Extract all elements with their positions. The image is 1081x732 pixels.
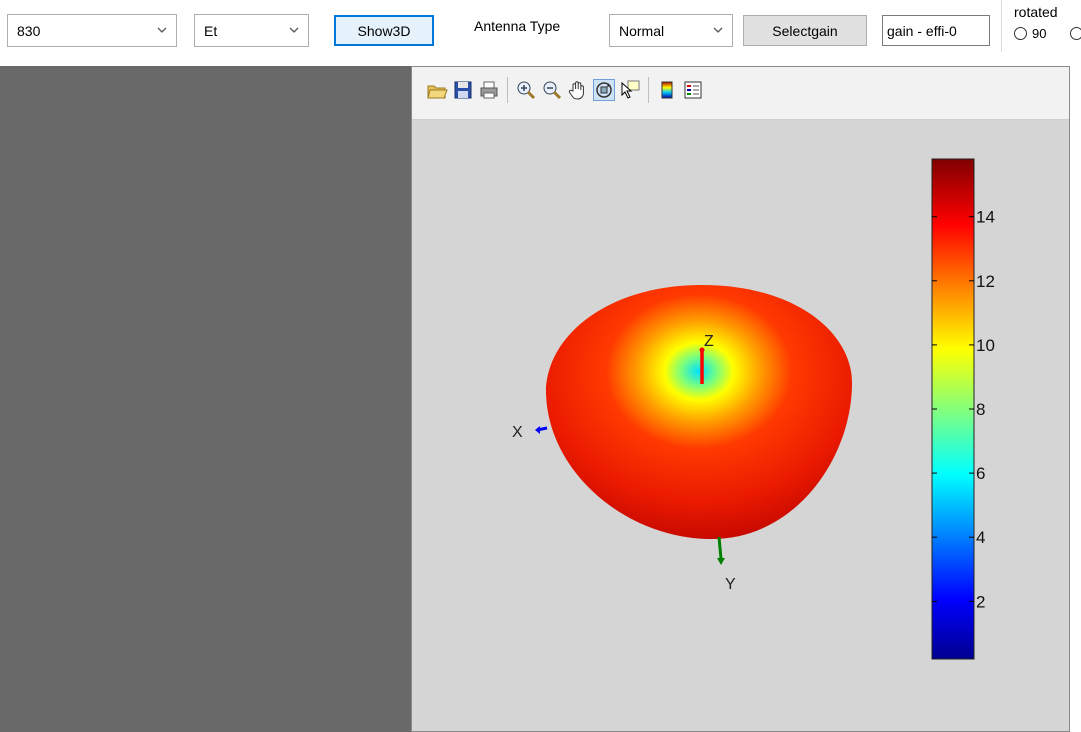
toolbar-separator xyxy=(507,77,508,103)
colorbar-tick-label: 14 xyxy=(976,208,995,227)
frequency-select[interactable]: 830 xyxy=(7,14,177,47)
gain-file-value: gain - effi-0 xyxy=(887,22,957,39)
save-icon[interactable] xyxy=(452,79,474,101)
colorbar-ticks: 2 4 6 8 10 12 14 xyxy=(932,208,995,611)
show3d-button[interactable]: Show3D xyxy=(334,15,434,46)
x-axis-label: X xyxy=(512,424,523,441)
chevron-down-icon xyxy=(713,27,723,33)
insert-colorbar-icon[interactable] xyxy=(656,79,678,101)
rotated-other-radio[interactable] xyxy=(1070,27,1081,40)
data-cursor-icon[interactable] xyxy=(619,79,641,101)
chevron-down-icon xyxy=(289,27,299,33)
antenna-type-select[interactable]: Normal xyxy=(609,14,733,47)
colorbar-tick-label: 4 xyxy=(976,528,985,547)
pan-hand-icon[interactable] xyxy=(567,79,589,101)
colorbar-tick-label: 2 xyxy=(976,592,985,611)
selectgain-label: Selectgain xyxy=(772,22,838,39)
x-axis-arrow xyxy=(535,426,548,434)
figure-toolbar xyxy=(412,67,1069,120)
field-value: Et xyxy=(204,22,218,39)
rotated-90-label: 90 xyxy=(1032,26,1047,41)
colorbar-tick-label: 10 xyxy=(976,336,995,355)
plot-area[interactable]: X Y Z 2 4 6 8 10 12 14 xyxy=(412,119,1069,731)
chevron-down-icon xyxy=(157,27,167,33)
rotate-3d-icon[interactable] xyxy=(593,79,615,101)
print-icon[interactable] xyxy=(478,79,500,101)
rotated-group-title: rotated xyxy=(1014,4,1058,20)
figure-panel: X Y Z 2 4 6 8 10 12 14 xyxy=(411,66,1070,732)
insert-legend-icon[interactable] xyxy=(682,79,704,101)
colorbar xyxy=(931,158,975,660)
radiation-pattern-surface xyxy=(545,285,852,539)
z-axis-arrow xyxy=(699,347,705,384)
field-select[interactable]: Et xyxy=(194,14,309,47)
zoom-out-icon[interactable] xyxy=(541,79,563,101)
left-panel xyxy=(0,66,411,732)
antenna-type-value: Normal xyxy=(619,22,665,39)
show3d-label: Show3D xyxy=(357,22,411,39)
y-axis-arrow xyxy=(717,536,725,565)
selectgain-button[interactable]: Selectgain xyxy=(743,15,867,46)
colorbar-tick-label: 6 xyxy=(976,464,985,483)
z-axis-label: Z xyxy=(704,333,714,350)
open-file-icon[interactable] xyxy=(426,79,448,101)
y-axis-label: Y xyxy=(725,576,736,593)
antenna-type-label: Antenna Type xyxy=(474,18,561,34)
zoom-in-icon[interactable] xyxy=(515,79,537,101)
rotated-group: rotated 90 xyxy=(1001,0,1081,52)
colorbar-tick-label: 12 xyxy=(976,272,995,291)
toolbar-separator xyxy=(648,77,649,103)
frequency-value: 830 xyxy=(17,22,41,39)
colorbar-tick-label: 8 xyxy=(976,400,985,419)
rotated-90-radio[interactable] xyxy=(1014,27,1027,40)
gain-file-field[interactable]: gain - effi-0 xyxy=(882,15,990,46)
